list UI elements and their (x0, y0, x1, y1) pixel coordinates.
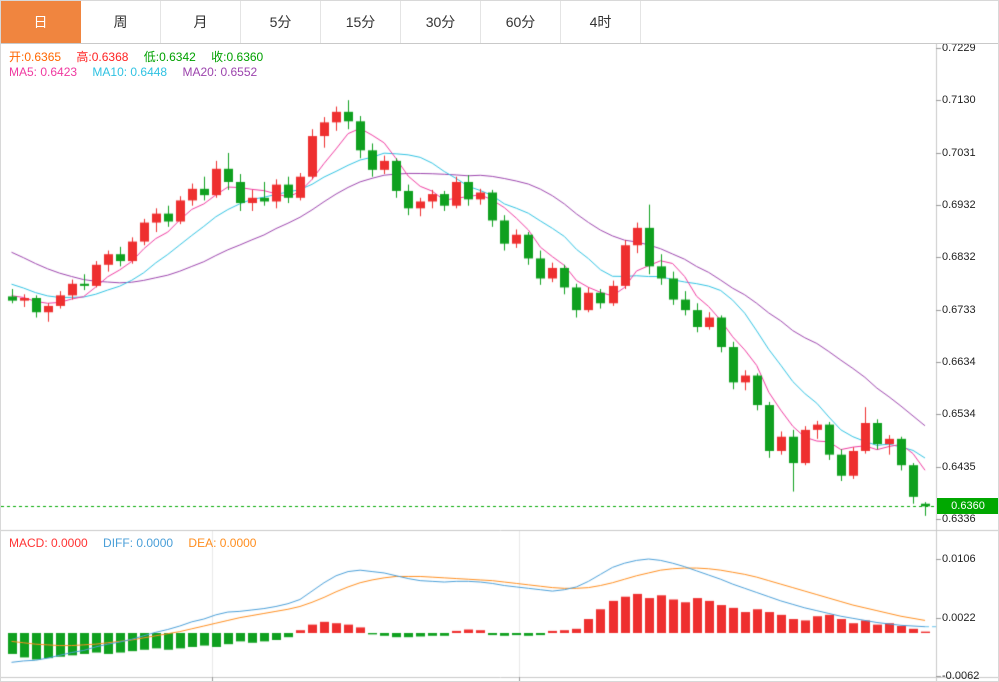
tab-30min[interactable]: 30分 (401, 1, 481, 43)
dea-value: DEA: 0.0000 (188, 536, 257, 550)
price-axis-label: 0.6336 (942, 513, 976, 525)
macd-value: MACD: 0.0000 (9, 536, 88, 550)
price-axis-label: 0.6832 (942, 251, 976, 264)
ma-readout: MA5: 0.6423 MA10: 0.6448 MA20: 0.6552 (9, 65, 269, 79)
price-axis-label: 0.6733 (942, 303, 976, 316)
diff-value: DIFF: 0.0000 (103, 536, 174, 550)
ma20-value: MA20: 0.6552 (182, 65, 258, 79)
price-axis-label: 0.6634 (942, 356, 976, 368)
price-axis-label: 0.7031 (942, 146, 976, 159)
macd-axis-label: 0.0022 (942, 611, 976, 624)
price-axis-label: 0.7229 (942, 42, 976, 54)
ma5-value: MA5: 0.6423 (9, 65, 78, 79)
macd-axis-label: 0.0106 (942, 553, 976, 565)
high-value: 高:0.6368 (76, 50, 129, 64)
tab-month[interactable]: 月 (161, 1, 241, 43)
current-price-badge: 0.6360 (937, 498, 998, 515)
price-axis-label: 0.6435 (942, 460, 976, 473)
macd-readout: MACD: 0.0000 DIFF: 0.0000 DEA: 0.0000 (9, 536, 268, 550)
open-value: 开:0.6365 (9, 50, 62, 64)
low-value: 低:0.6342 (143, 50, 196, 64)
tab-4hour[interactable]: 4时 (561, 1, 641, 43)
price-axis-label: 0.6534 (942, 408, 976, 421)
tab-15min[interactable]: 15分 (321, 1, 401, 43)
tab-60min[interactable]: 60分 (481, 1, 561, 43)
price-axis-label: 0.7130 (942, 94, 976, 107)
ohlc-readout: 开:0.6365 高:0.6368 低:0.6342 收:0.6360 (9, 48, 275, 65)
ma10-value: MA10: 0.6448 (92, 65, 168, 79)
close-value: 收:0.6360 (211, 50, 264, 64)
tab-5min[interactable]: 5分 (241, 1, 321, 43)
timeframe-toolbar: 日周月 5分 15分 30分 60分 4时 (1, 1, 998, 44)
macd-axis-label: -0.0062 (942, 670, 980, 682)
tab-week[interactable]: 周 (81, 1, 161, 43)
tab-day[interactable]: 日 (1, 1, 81, 43)
price-axis-label: 0.6932 (942, 199, 976, 211)
